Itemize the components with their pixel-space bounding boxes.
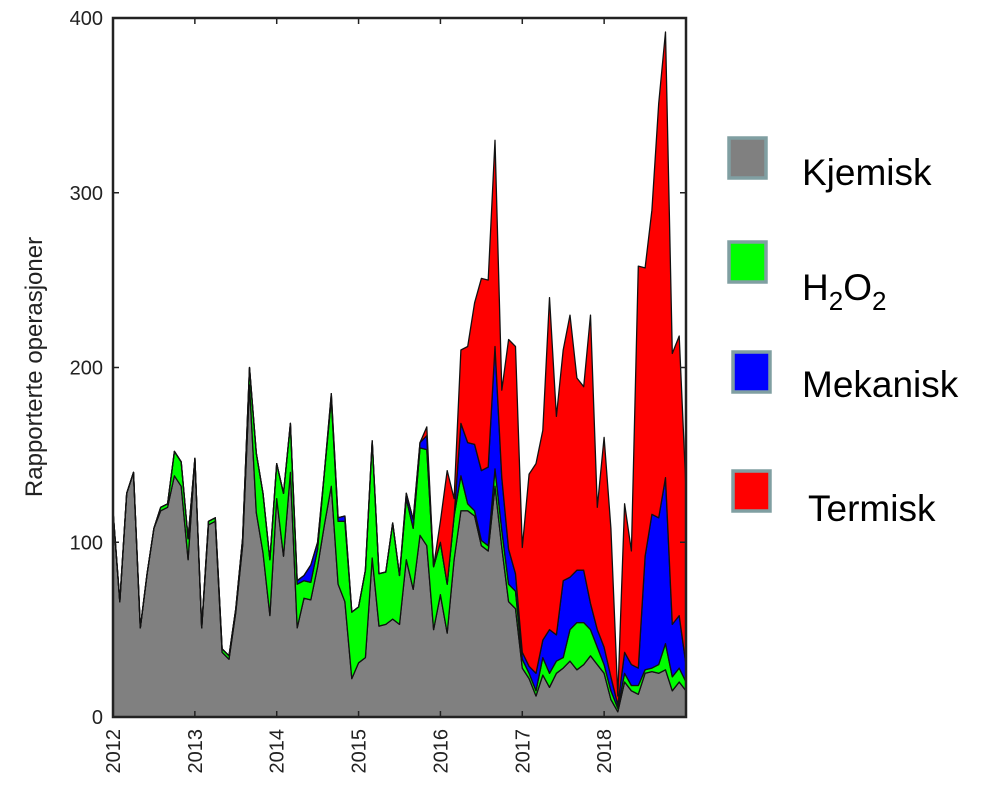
x-axis: 2012 2013 2014 2015 2016 2017 2018 <box>103 18 616 774</box>
y-axis: 0 100 200 300 400 <box>70 8 686 729</box>
x-tick-label-2012: 2012 <box>103 729 125 774</box>
legend-swatch-termisk <box>731 469 772 513</box>
legend-item-h2o2: H2O2 <box>727 240 886 316</box>
legend-label-kjemisk: Kjemisk <box>802 152 932 193</box>
legend-label-h2o2-o: O <box>843 267 872 308</box>
legend-label-h2o2-sub2: 2 <box>872 286 886 316</box>
stacked-areas <box>112 31 687 718</box>
legend-label-h2o2-sub1: 2 <box>829 286 843 316</box>
legend-swatch-mekanisk <box>731 350 772 394</box>
y-tick-label-300: 300 <box>70 183 103 205</box>
legend-swatch-h2o2 <box>727 240 768 284</box>
legend-label-h2o2-h: H <box>802 267 829 308</box>
legend-label-termisk: Termisk <box>808 488 936 529</box>
legend-label-h2o2: H2O2 <box>802 267 886 316</box>
x-tick-label-2014: 2014 <box>267 729 289 774</box>
x-tick-label-2015: 2015 <box>349 729 371 774</box>
legend-swatch-kjemisk <box>727 136 768 180</box>
legend-item-mekanisk: Mekanisk <box>731 350 959 405</box>
legend-item-termisk: Termisk <box>731 469 936 529</box>
x-tick-label-2013: 2013 <box>185 729 207 774</box>
y-tick-label-0: 0 <box>92 707 103 729</box>
y-axis-title: Rapporterte operasjoner <box>21 237 48 497</box>
x-tick-label-2017: 2017 <box>512 729 534 774</box>
legend-label-mekanisk: Mekanisk <box>802 364 959 405</box>
y-tick-label-100: 100 <box>70 532 103 554</box>
y-tick-label-200: 200 <box>70 358 103 380</box>
y-tick-label-400: 400 <box>70 8 103 30</box>
x-tick-label-2016: 2016 <box>430 729 452 774</box>
x-tick-label-2018: 2018 <box>594 729 616 774</box>
legend-item-kjemisk: Kjemisk <box>727 136 932 193</box>
legend: Kjemisk H2O2 Mekanisk Termisk <box>727 136 959 529</box>
